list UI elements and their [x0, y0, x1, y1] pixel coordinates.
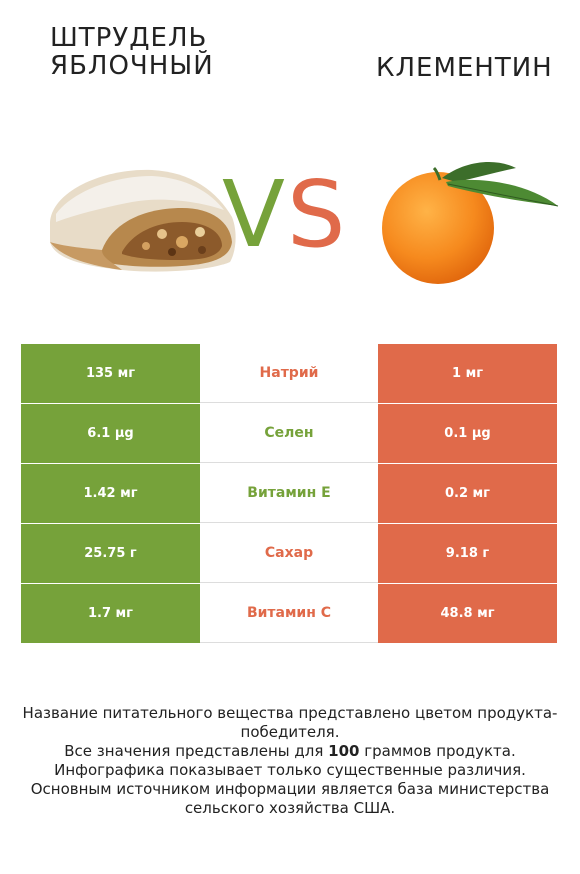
nutrient-name: Витамин C	[200, 584, 378, 643]
right-value: 48.8 мг	[378, 584, 557, 643]
footer-line-2-bold: 100	[328, 742, 360, 760]
left-value: 135 мг	[21, 344, 200, 403]
table-row: 25.75 г Сахар 9.18 г	[21, 524, 557, 584]
nutrient-name: Сахар	[200, 524, 378, 583]
footer-line-3: Инфографика показывает только существенн…	[54, 761, 526, 779]
vs-v: V	[222, 161, 287, 268]
strudel-image	[50, 169, 236, 272]
left-value: 1.42 мг	[21, 464, 200, 523]
right-value: 0.2 мг	[378, 464, 557, 523]
nutrient-table: 135 мг Натрий 1 мг 6.1 µg Селен 0.1 µg 1…	[21, 344, 557, 644]
right-value: 0.1 µg	[378, 404, 557, 463]
left-value: 1.7 мг	[21, 584, 200, 643]
footer-line-2-post: граммов продукта.	[359, 742, 516, 760]
nutrient-name: Витамин E	[200, 464, 378, 523]
left-value: 6.1 µg	[21, 404, 200, 463]
left-value: 25.75 г	[21, 524, 200, 583]
right-value: 1 мг	[378, 344, 557, 403]
right-value: 9.18 г	[378, 524, 557, 583]
nutrient-name: Селен	[200, 404, 378, 463]
footer-line-2-pre: Все значения представлены для	[64, 742, 329, 760]
nutrient-name: Натрий	[200, 344, 378, 403]
footer-line-4: Основным источником информации является …	[30, 780, 550, 817]
right-product-title: КЛЕМЕНТИН	[376, 53, 553, 83]
table-row: 1.42 мг Витамин E 0.2 мг	[21, 464, 557, 524]
left-product-title: ШТРУДЕЛЬ ЯБЛОЧНЫЙ	[50, 23, 214, 81]
vs-label: VS	[222, 160, 347, 270]
footer-notes: Название питательного вещества представл…	[20, 704, 560, 818]
footer-line-2: Все значения представлены для 100 граммо…	[20, 742, 560, 761]
footer-line-1: Название питательного вещества представл…	[22, 704, 558, 741]
vs-s: S	[286, 161, 348, 268]
clementine-image	[382, 162, 559, 284]
table-row: 135 мг Натрий 1 мг	[21, 344, 557, 404]
table-row: 6.1 µg Селен 0.1 µg	[21, 404, 557, 464]
table-row: 1.7 мг Витамин C 48.8 мг	[21, 584, 557, 644]
